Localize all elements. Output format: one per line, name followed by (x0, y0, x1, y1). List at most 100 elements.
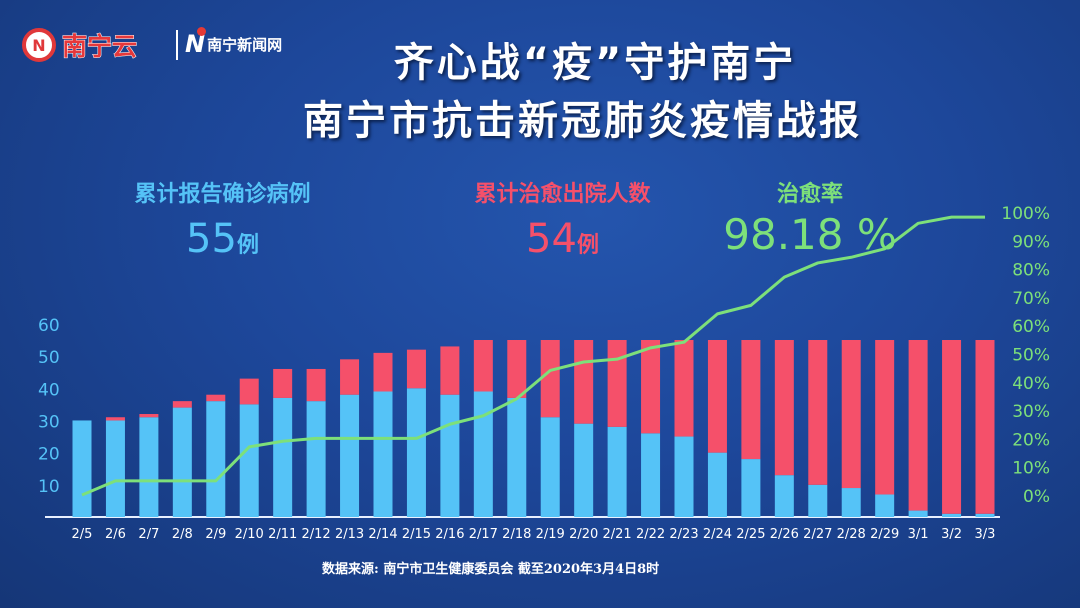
stat-rate-value: 98.18 % (723, 210, 897, 259)
bar-in-treatment (473, 391, 493, 517)
y-right-tick-label: 60% (1012, 317, 1050, 337)
bar-cured (641, 340, 661, 434)
bar-in-treatment (273, 397, 293, 517)
stat-confirmed-value: 55 (186, 216, 237, 262)
x-tick-label: 2/5 (72, 527, 93, 542)
nanning-news-logo: N 南宁新闻网 (185, 27, 283, 58)
bar-in-treatment (340, 394, 360, 517)
y-right-tick-label: 90% (1012, 232, 1050, 252)
x-tick-label: 2/27 (803, 527, 832, 542)
bar-in-treatment (674, 436, 694, 517)
bar-cured (340, 359, 360, 395)
bar-in-treatment (707, 452, 727, 517)
x-tick-label: 2/7 (138, 527, 159, 542)
x-tick-label: 3/3 (975, 527, 996, 542)
bar-in-treatment (942, 513, 962, 517)
bar-in-treatment (641, 433, 661, 517)
bar-cured (373, 352, 393, 392)
x-tick-label: 2/26 (770, 527, 799, 542)
stat-cured-unit: 例 (576, 233, 599, 258)
y-left-tick-label: 50 (38, 348, 60, 368)
bar-cured (808, 340, 828, 485)
y-left-tick-label: 20 (38, 445, 60, 465)
stat-rate: 治愈率 98.18 % (720, 176, 900, 259)
x-tick-label: 2/14 (368, 527, 397, 542)
x-tick-label: 2/18 (502, 527, 531, 542)
bar-in-treatment (607, 426, 627, 517)
stat-cured-label: 累计治愈出院人数 (474, 182, 651, 207)
y-right-tick-label: 0% (1023, 487, 1050, 507)
y-right-tick-label: 40% (1012, 374, 1050, 394)
nanning-news-logo-text: 南宁新闻网 (207, 35, 283, 54)
y-right-tick-label: 70% (1012, 289, 1050, 309)
x-tick-label: 2/28 (837, 527, 866, 542)
y-right-tick-label: 50% (1012, 346, 1050, 366)
bar-in-treatment (373, 391, 393, 517)
stat-cured: 累计治愈出院人数 54例 (450, 176, 675, 262)
bar-in-treatment (908, 510, 928, 517)
x-tick-label: 2/6 (105, 527, 126, 542)
bar-in-treatment (440, 394, 460, 517)
x-tick-label: 3/2 (941, 527, 962, 542)
x-tick-label: 2/21 (603, 527, 632, 542)
bar-cured (406, 349, 426, 389)
data-source-note: 数据来源: 南宁市卫生健康委员会 截至2020年3月4日8时 (322, 562, 660, 577)
x-tick-label: 2/20 (569, 527, 598, 542)
bar-in-treatment (875, 494, 895, 517)
bar-cured (774, 340, 794, 476)
y-right-tick-label: 10% (1012, 459, 1050, 479)
x-tick-label: 2/24 (703, 527, 732, 542)
x-tick-label: 2/19 (536, 527, 565, 542)
x-tick-label: 2/13 (335, 527, 364, 542)
x-tick-label: 2/17 (469, 527, 498, 542)
x-tick-label: 2/11 (268, 527, 297, 542)
bar-cured (239, 378, 259, 405)
bar-cured (875, 340, 895, 495)
bar-cured (273, 368, 293, 398)
bar-in-treatment (206, 401, 226, 517)
bar-cured (841, 340, 861, 489)
bar-in-treatment (172, 407, 192, 517)
x-tick-label: 2/29 (870, 527, 899, 542)
bar-cured (674, 340, 694, 437)
bar-cured (942, 340, 962, 514)
bar-in-treatment (540, 417, 560, 517)
bar-cured (540, 340, 560, 418)
x-tick-label: 2/9 (205, 527, 226, 542)
x-tick-label: 2/8 (172, 527, 193, 542)
stat-confirmed-unit: 例 (236, 233, 259, 258)
bar-cured (440, 346, 460, 395)
nanning-cloud-logo-mark: N (22, 28, 56, 62)
x-tick-label: 2/22 (636, 527, 665, 542)
y-right-tick-label: 100% (1001, 204, 1050, 224)
bar-in-treatment (406, 388, 426, 517)
bar-cured (975, 340, 995, 514)
title-line-2: 南宁市抗击新冠肺炎疫情战报 (303, 98, 862, 144)
bar-in-treatment (741, 459, 761, 517)
stat-cured-value: 54 (526, 216, 577, 262)
y-right-tick-label: 80% (1012, 261, 1050, 281)
y-right-tick-label: 20% (1012, 430, 1050, 450)
x-tick-label: 2/12 (302, 527, 331, 542)
x-tick-label: 2/16 (435, 527, 464, 542)
bar-in-treatment (139, 417, 159, 517)
bar-in-treatment (574, 423, 594, 517)
bar-cured (139, 414, 159, 418)
x-tick-label: 2/15 (402, 527, 431, 542)
bar-cured (105, 417, 125, 421)
y-left-tick-label: 40 (38, 380, 60, 400)
x-tick-label: 3/1 (908, 527, 929, 542)
y-left-tick-label: 60 (38, 316, 60, 336)
bar-in-treatment (841, 488, 861, 517)
nanning-news-logo-mark: N (185, 27, 206, 58)
bar-cured (908, 340, 928, 511)
bar-in-treatment (774, 475, 794, 517)
bar-cured (306, 368, 326, 402)
title-line-1: 齐心战“疫”守护南宁 (393, 40, 797, 86)
stat-confirmed-label: 累计报告确诊病例 (134, 182, 311, 207)
bar-in-treatment (72, 420, 92, 517)
logo-divider (176, 30, 178, 60)
bar-in-treatment (808, 484, 828, 517)
bar-cured (206, 394, 226, 402)
x-tick-label: 2/23 (669, 527, 698, 542)
